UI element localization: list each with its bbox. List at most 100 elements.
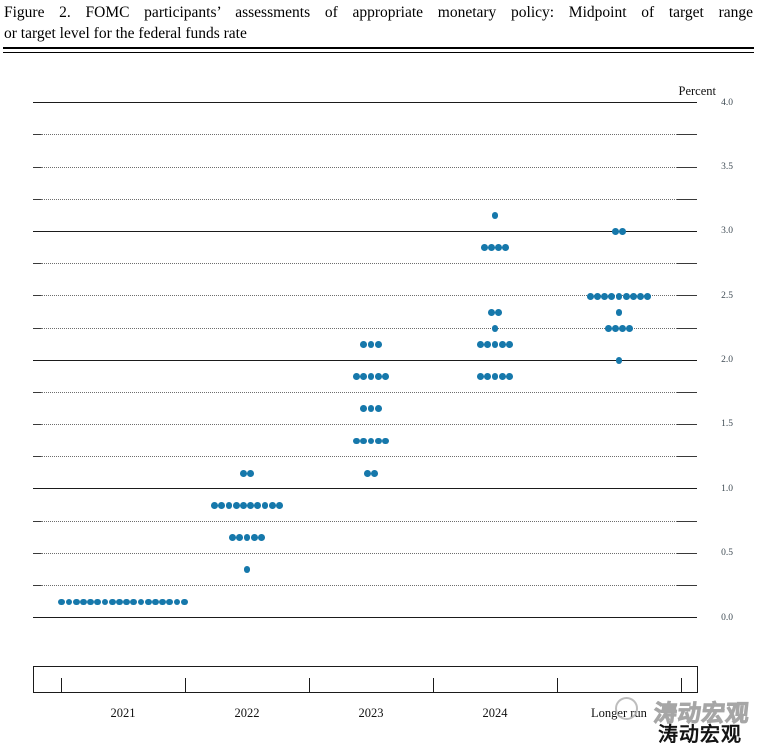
dot <box>612 228 619 236</box>
dot <box>360 437 368 445</box>
gridline-dotted <box>41 424 677 426</box>
dot <box>254 501 262 509</box>
dot <box>615 357 623 364</box>
dot <box>144 598 152 606</box>
gridline-solid <box>33 617 697 619</box>
y-tick-label: 3.5 <box>721 161 733 172</box>
dot <box>601 292 608 300</box>
dot <box>480 244 488 252</box>
y-tick-label: 4.0 <box>721 97 733 108</box>
gridline-right-cap <box>677 263 697 265</box>
percent-axis-label: Percent <box>678 84 716 98</box>
dot <box>612 324 619 332</box>
gridline-dotted <box>41 585 677 587</box>
watermark-black-text: 涛动宏观 <box>658 724 742 743</box>
dot <box>101 598 109 606</box>
dot <box>360 373 368 380</box>
dot <box>236 534 244 541</box>
gridline-right-cap <box>677 327 697 329</box>
gridline-right-cap <box>677 585 697 587</box>
y-tick-label: 3.0 <box>721 226 733 237</box>
gridline-left-cap <box>33 391 41 393</box>
dot <box>626 324 634 332</box>
dot <box>367 405 375 413</box>
gridline-left-cap <box>33 166 41 168</box>
dot <box>94 598 102 606</box>
dot <box>116 598 123 606</box>
x-axis-right-edge <box>697 666 698 692</box>
y-tick-label: 0.0 <box>721 612 733 623</box>
gridline-dotted <box>41 134 677 136</box>
dot <box>367 373 375 380</box>
dot <box>137 598 145 606</box>
title-double-rule <box>3 47 754 53</box>
gridline-dotted <box>41 198 677 200</box>
dot <box>382 437 389 445</box>
gridline-left-cap <box>33 198 41 200</box>
x-category-label: 2021 <box>110 706 136 720</box>
dot <box>506 373 513 380</box>
gridline-dotted <box>41 327 677 329</box>
dot <box>72 598 80 606</box>
dot <box>360 405 368 413</box>
dot <box>374 437 382 445</box>
gridline-dotted <box>41 166 677 168</box>
dot <box>353 437 360 445</box>
gridline-left-cap <box>33 520 41 522</box>
gridline-right-cap <box>677 424 697 426</box>
dot <box>619 228 626 236</box>
dot <box>232 501 240 509</box>
x-axis-bottom-rule <box>33 692 698 693</box>
gridline-solid <box>33 230 697 232</box>
dot <box>58 598 66 606</box>
dot <box>353 373 360 380</box>
dot <box>506 341 513 348</box>
gridline-solid <box>33 359 697 361</box>
dot <box>250 534 258 541</box>
dot <box>166 598 174 606</box>
dot <box>261 501 269 509</box>
gridline-right-cap <box>677 391 697 393</box>
y-tick-label: 1.0 <box>721 483 733 494</box>
figure-title-line2: or target level for the federal funds ra… <box>4 24 247 42</box>
dot <box>491 324 499 332</box>
dot <box>498 373 506 380</box>
gridline-right-cap <box>677 198 697 200</box>
gridline-right-cap <box>677 166 697 168</box>
gridline-dotted <box>41 295 677 297</box>
dot <box>240 501 247 509</box>
gridline-right-cap <box>677 295 697 297</box>
gridline-right-cap <box>677 456 697 458</box>
x-axis-top-rule <box>33 666 698 667</box>
x-category-label: 2024 <box>482 706 508 720</box>
dot <box>615 308 623 316</box>
gridline-solid <box>33 102 697 104</box>
x-axis-left-edge <box>33 666 34 692</box>
dot <box>367 437 375 445</box>
y-tick-label: 2.0 <box>721 355 733 365</box>
gridline-dotted <box>41 456 677 458</box>
x-category-label: 2022 <box>234 706 260 720</box>
dot <box>644 292 652 300</box>
y-tick-label: 1.5 <box>721 419 733 430</box>
gridline-left-cap <box>33 295 41 297</box>
dot <box>382 373 389 380</box>
x-axis-tick <box>185 678 186 692</box>
figure-title: Figure 2. FOMC participants’ assessments… <box>4 3 753 44</box>
dot <box>495 308 502 316</box>
dot <box>247 469 254 477</box>
watermark-logo-icon <box>615 697 638 720</box>
dot <box>604 324 612 332</box>
dot <box>364 469 371 477</box>
gridline-left-cap <box>33 585 41 587</box>
dot <box>488 308 495 316</box>
dot <box>243 534 251 541</box>
dot <box>488 244 495 252</box>
y-tick-label: 0.5 <box>721 548 733 559</box>
dot <box>491 373 499 380</box>
dot <box>229 534 236 541</box>
gridline-dotted <box>41 552 677 554</box>
dot <box>80 598 87 606</box>
dot <box>247 501 254 509</box>
dot <box>491 341 499 348</box>
